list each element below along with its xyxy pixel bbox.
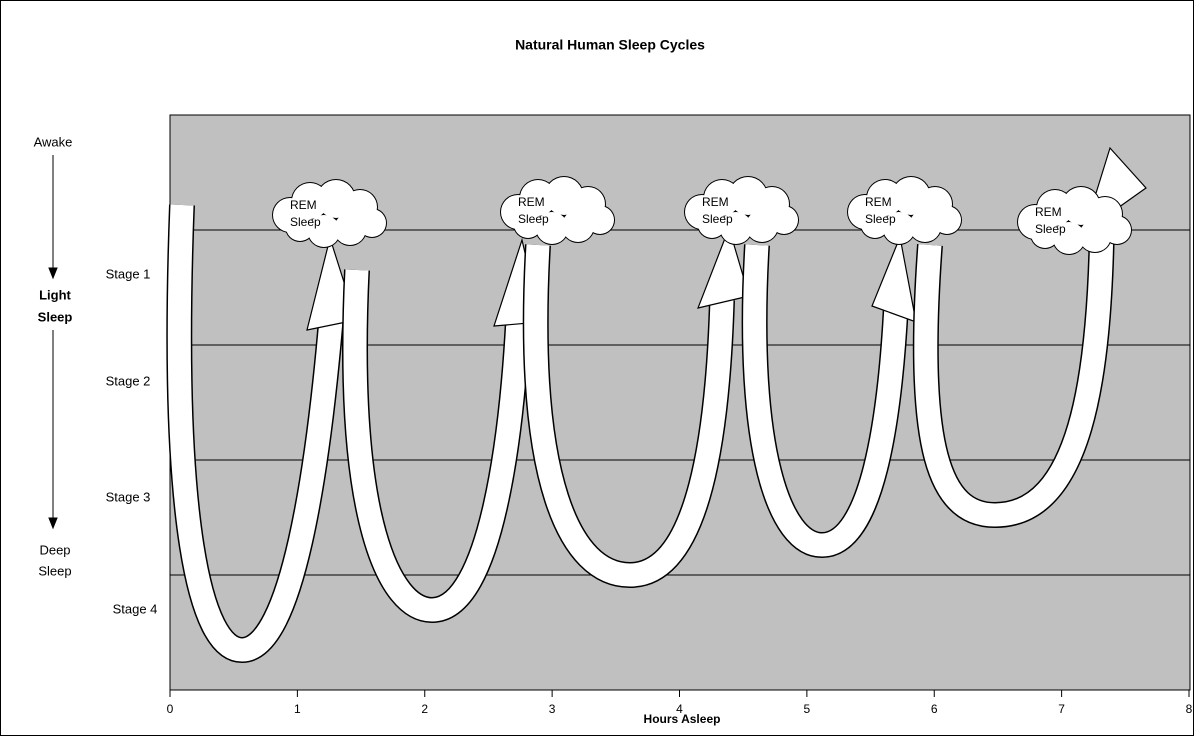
- light-label: Sleep: [38, 309, 73, 324]
- x-tick-label: 5: [804, 702, 811, 716]
- rem-label: REM: [865, 195, 892, 209]
- rem-label: REM: [290, 198, 317, 212]
- awake-label: Awake: [34, 134, 73, 149]
- deep-label: Sleep: [38, 563, 71, 578]
- rem-label: Sleep: [518, 212, 549, 226]
- rem-label: Sleep: [865, 212, 896, 226]
- stage-label: Stage 4: [113, 601, 158, 616]
- x-tick-label: 8: [1186, 702, 1193, 716]
- x-tick-label: 6: [931, 702, 938, 716]
- stage-label: Stage 1: [106, 266, 151, 281]
- deep-label: Deep: [39, 542, 70, 557]
- x-tick-label: 1: [294, 702, 301, 716]
- rem-label: REM: [518, 195, 545, 209]
- x-tick-label: 4: [676, 702, 683, 716]
- stage-label: Stage 2: [106, 373, 151, 388]
- stage-label: Stage 3: [106, 489, 151, 504]
- chart-title: Natural Human Sleep Cycles: [515, 37, 705, 53]
- x-tick-label: 3: [549, 702, 556, 716]
- x-tick-label: 7: [1058, 702, 1065, 716]
- rem-label: Sleep: [290, 215, 321, 229]
- rem-label: Sleep: [702, 212, 733, 226]
- rem-label: Sleep: [1035, 222, 1066, 236]
- rem-label: REM: [702, 195, 729, 209]
- x-tick-label: 0: [167, 702, 174, 716]
- light-label: Light: [39, 287, 71, 302]
- rem-label: REM: [1035, 205, 1062, 219]
- chart: Natural Human Sleep Cycles Hours Asleep …: [0, 0, 1195, 737]
- x-tick-label: 2: [421, 702, 428, 716]
